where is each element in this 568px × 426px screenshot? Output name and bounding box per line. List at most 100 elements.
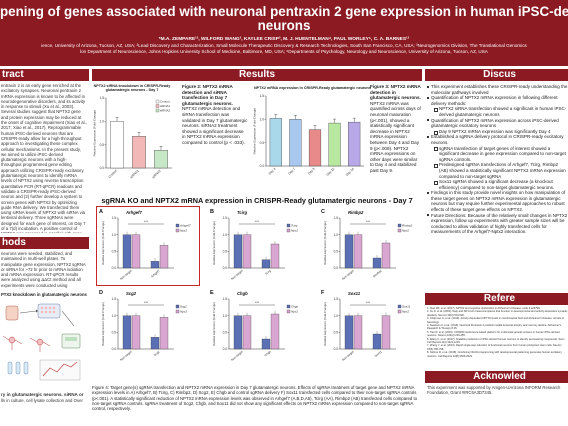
panel-letter: B [210, 209, 214, 215]
y-tick-label: 1.0 [112, 314, 117, 318]
y-tick-label: 1.0 [223, 314, 228, 318]
sgrna-panel-chart: E Chgb 0.0 0.5 1.0 1.5 Relative Expression (Fo… [210, 290, 299, 362]
bar [150, 337, 160, 350]
x-tick-label: Non-target [119, 350, 133, 362]
legend-swatch [155, 104, 160, 108]
bar [381, 315, 391, 350]
x-tick-label: Rimbp2 [372, 268, 383, 278]
bar [328, 122, 341, 167]
legend-label: Npx2 [180, 310, 187, 314]
bar [372, 333, 382, 350]
x-tick-label: siRNA1 [129, 169, 140, 180]
y-tick-label: 1.5 [112, 216, 117, 220]
legend-label: Npx2 [180, 229, 187, 233]
significance-label: *** [144, 301, 149, 305]
discussion-subbullet: Predesigned sgRNA transfections of Arhge… [427, 162, 568, 179]
y-tick-label: 1.5 [334, 297, 339, 301]
x-tick-label: Non-target [119, 269, 133, 281]
y-axis-label: Relative Expression (Fold-Change) [93, 110, 97, 157]
panel-letter: D [99, 290, 103, 296]
panel-letter: F [321, 290, 325, 296]
y-tick-label: 1.0 [334, 314, 339, 318]
legend-label: Rimbp2 [402, 224, 413, 228]
y-tick-label: 0.5 [112, 331, 117, 335]
poster-title-line2: neurons [257, 18, 311, 33]
y-tick-label: 0.5 [223, 250, 228, 254]
legend-label: Npx2 [291, 310, 298, 314]
y-tick-label: 0.5 [112, 250, 117, 254]
y-tick-label: 1.0 [260, 118, 265, 122]
discussion-bullets: This experiment establishes these CRISPR… [427, 84, 568, 290]
bar [344, 315, 354, 350]
y-tick-label: 1.0 [100, 120, 105, 124]
discussion-bullet: Established a sgRNA delivery protocol in… [427, 134, 568, 145]
sgrna-panel-chart: B Tcirg 0.0 0.5 1.0 1.5 Relative Expression (F… [210, 209, 298, 281]
fig4-caption: Figure 4: Target gene(s) sgRNA transfect… [92, 385, 418, 412]
legend-label: siRNA2 [160, 109, 171, 113]
fig2-bar-chart: 0.0 0.5 1.0 1.5 Relative Expression (Fold-Ch… [253, 94, 364, 177]
poster-header: pening of genes associated with neuronal… [0, 0, 568, 66]
abstract-heading: tract [0, 69, 89, 81]
discussion-subbullet: Sox11 sgRNA showed a significant decreas… [427, 179, 568, 190]
y-tick-label: 1.0 [334, 233, 339, 237]
y-tick-label: 0.0 [112, 347, 117, 351]
bar [122, 315, 132, 350]
x-tick-label: Day 7 [287, 167, 296, 176]
methods-diagram-title: PTX2 knockdown in glutamatergic neurons [1, 292, 87, 297]
x-tick-label: Day 9 [307, 167, 316, 176]
discussion-subbullet: NPTX2 siRNA transfection showed a signif… [427, 106, 568, 117]
legend-label: siRNA1 [160, 104, 171, 108]
y-tick-label: 0.0 [112, 266, 117, 270]
x-tick-label: siRNA2 [151, 169, 162, 180]
methods-heading: hods [0, 237, 89, 249]
x-tick-label: Chgb [264, 349, 272, 357]
x-tick-label: Non-target [230, 269, 244, 281]
y-tick-label: 0.5 [334, 331, 339, 335]
fig1-caption-body: NPTX2 mRNA detection and siRNA transfect… [182, 106, 248, 145]
discussion-bullet: This experiment establishes these CRISPR… [427, 84, 568, 95]
discussion-heading: Discus [425, 69, 568, 81]
legend-label: Tcirg [291, 224, 298, 228]
y-axis-label: Relative Expression (Fold-Change) [212, 221, 216, 265]
x-tick-label: Sox11 [374, 349, 383, 358]
arrow-icon [61, 310, 75, 327]
panel-gene-title: Sox11 [348, 291, 361, 296]
x-tick-label: Day 11 [325, 167, 335, 177]
y-tick-label: 1.0 [223, 233, 228, 237]
acknowledgements-heading: Acknowled [425, 371, 568, 383]
discussion-bullet: Future Directions: Because of the relati… [427, 213, 568, 235]
y-tick-label: 1.5 [260, 94, 265, 98]
arrow-icon [19, 310, 37, 314]
panel-gene-title: Tcirg [237, 210, 248, 215]
discussion-subbullet: Day 9 NPTX2 mRNA expression was signific… [427, 129, 568, 135]
legend-label: Chgb [291, 305, 299, 309]
y-axis-label: Relative Expression (Fold-Change) [323, 302, 327, 346]
y-axis-label: Relative Expression (Fold-Change) [253, 108, 257, 155]
discussion-bullet: Findings in this study provide novel ins… [427, 190, 568, 212]
y-tick-label: 0.5 [260, 141, 265, 145]
y-tick-label: 0.0 [223, 347, 228, 351]
legend-swatch [397, 309, 402, 314]
panel-letter: A [99, 209, 103, 215]
x-tick-label: Tcirg [264, 268, 272, 275]
affiliations-line1: ience, University of Arizona, Tucson, AZ… [41, 43, 527, 49]
legend-swatch [286, 304, 291, 309]
methods-workflow-diagram [2, 303, 81, 381]
panel-letter: C [321, 209, 325, 215]
legend-swatch [155, 108, 160, 113]
bar [131, 234, 141, 269]
methods-caption: ry in glutamatergic neurons. siRNA or [1, 392, 84, 397]
discussion-bullet: Quantification of NPTX2 mRNA expression … [427, 118, 568, 129]
author-list: *M.A. ZEMPARE¹², WILFORD WANG³, KAYLEE C… [158, 37, 410, 42]
bar [122, 234, 132, 269]
bar [344, 234, 354, 269]
methods-text: neurons were seeded, stabilized, and mai… [1, 251, 86, 289]
y-tick-label: 1.5 [223, 297, 228, 301]
legend-label: Arhgef7 [179, 224, 191, 228]
fig1-caption: Figure 2: NPTX2 mRNA detection and siRNA… [182, 84, 248, 194]
y-tick-label: 0.0 [334, 266, 339, 270]
bar [353, 315, 363, 350]
bar [269, 118, 282, 167]
sgrna-panel-chart: D Scg2 0.0 0.5 1.0 1.5 Relative Expression (Fo… [99, 290, 187, 362]
